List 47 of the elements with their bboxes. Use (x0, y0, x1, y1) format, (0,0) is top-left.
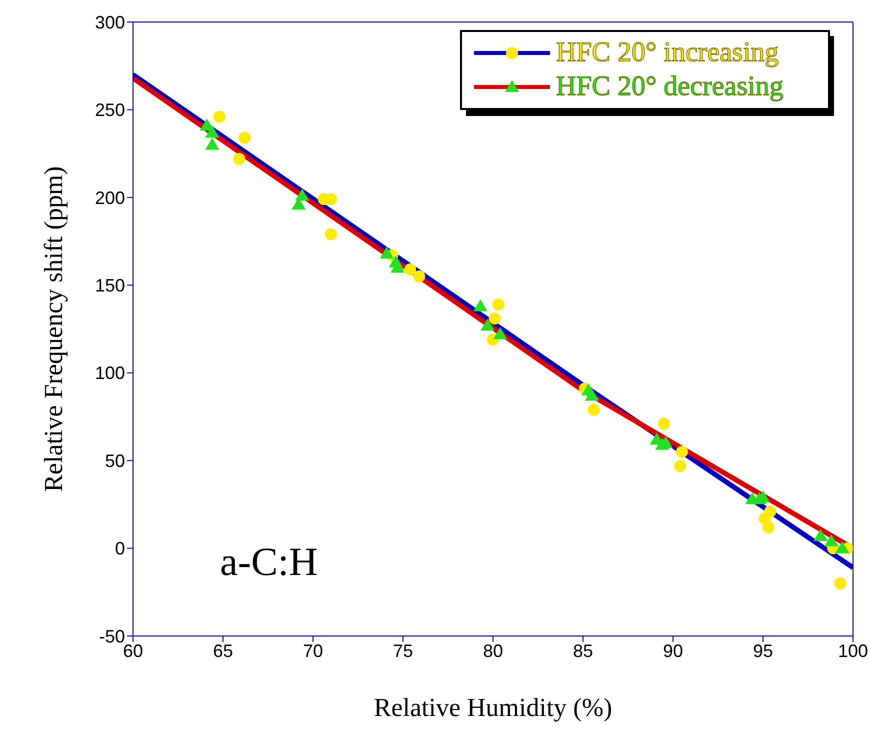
point (380, 246, 394, 259)
x-tick-label: 80 (482, 640, 504, 661)
point (473, 299, 488, 312)
point (404, 263, 416, 276)
point (585, 388, 599, 401)
point (213, 110, 226, 123)
point (413, 270, 426, 282)
point (588, 404, 600, 416)
y-tick-label: -50 (98, 626, 125, 646)
point (325, 228, 337, 240)
y-tick-label: 100 (94, 363, 125, 384)
y-tick-label: 0 (114, 538, 125, 559)
legend-label: HFC 20° increasing (556, 37, 779, 69)
point (492, 298, 504, 310)
y-tick-label: 250 (94, 100, 125, 120)
point (233, 152, 246, 165)
point (295, 188, 310, 201)
x-tick-label: 100 (838, 640, 868, 661)
point (676, 446, 688, 458)
x-tick-label: 60 (122, 640, 144, 661)
point (493, 327, 508, 340)
point (205, 126, 220, 138)
point (205, 138, 220, 150)
point (488, 312, 501, 324)
y-axis-title: Relative Frequency shift (ppm) (39, 166, 68, 492)
x-tick-label: 85 (572, 640, 594, 661)
y-tick-label: 300 (94, 12, 125, 32)
legend-label: HFC 20° decreasing (556, 71, 784, 103)
point (674, 460, 686, 472)
point (480, 318, 495, 330)
point (238, 132, 251, 144)
x-tick-label: 65 (212, 640, 234, 661)
point (834, 577, 846, 590)
x-tick-label: 75 (392, 640, 414, 661)
point (814, 529, 828, 542)
point (658, 418, 670, 430)
x-tick-label: 90 (662, 640, 684, 661)
x-tick-label: 95 (752, 640, 774, 661)
y-tick-label: 150 (94, 276, 125, 296)
point (835, 541, 850, 554)
x-tick-label: 70 (302, 640, 324, 661)
annotation: a-C:H (220, 538, 318, 585)
point (824, 534, 838, 546)
x-axis-title: Relative Humidity (%) (374, 693, 612, 722)
y-tick-label: 200 (94, 188, 125, 208)
y-tick-label: 50 (104, 450, 125, 471)
point (762, 521, 774, 534)
